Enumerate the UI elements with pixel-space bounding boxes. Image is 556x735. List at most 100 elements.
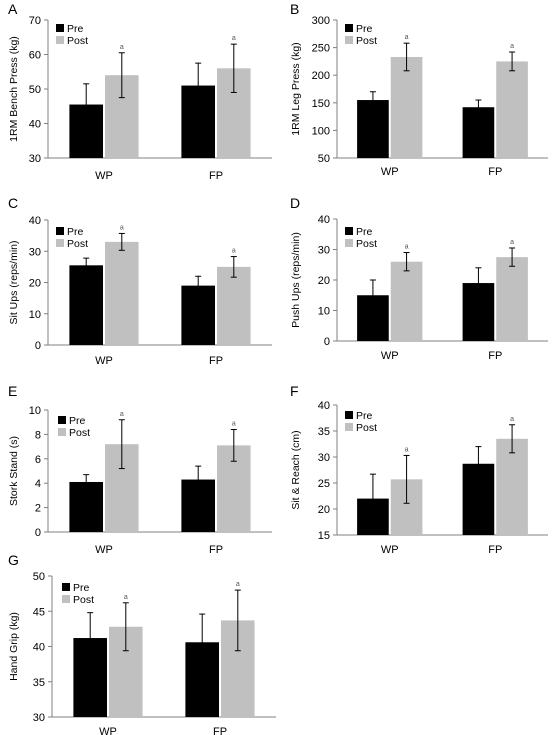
x-category-label: WP [381, 166, 399, 178]
y-tick-label: 25 [318, 478, 330, 490]
legend-swatch-post [58, 428, 66, 436]
bar-post-fp [217, 266, 251, 345]
legend-swatch-post [62, 595, 70, 603]
y-tick-label: 10 [318, 306, 330, 318]
y-tick-label: 20 [318, 275, 330, 287]
x-category-label: WP [95, 544, 113, 556]
y-axis-title: Sit Ups (reps/min) [8, 240, 20, 324]
error-bar [475, 446, 482, 482]
legend-swatch-pre [345, 411, 353, 419]
legend-label-pre: Pre [356, 410, 373, 422]
bar-post-wp [390, 56, 423, 158]
y-tick-label: 10 [29, 309, 41, 321]
error-bar [122, 602, 129, 652]
y-axis-title: Sit & Reach (cm) [290, 430, 302, 509]
significance-marker: a [510, 43, 514, 50]
y-tick-label: 30 [318, 245, 330, 257]
legend-swatch-pre [56, 24, 64, 32]
bar-post-fp [496, 438, 528, 535]
x-category-label: FP [488, 544, 502, 556]
y-tick-label: 30 [29, 153, 41, 165]
error-bar [369, 279, 376, 311]
error-bar [509, 247, 516, 267]
y-axis-title: 1RM Bench Press (kg) [8, 36, 20, 142]
legend-swatch-pre [58, 416, 66, 424]
chart-panel-f: F 15 20 25 30 35 40 Sit & Reach (cm) a WP a FP PrePo… [290, 383, 548, 556]
error-bar [83, 474, 90, 490]
x-category-label: WP [95, 170, 113, 182]
bar-pre-wp [357, 100, 389, 158]
error-bar [83, 257, 90, 273]
y-tick-label: 45 [33, 606, 45, 618]
significance-marker: a [120, 411, 124, 418]
y-tick-label: 2 [35, 503, 41, 515]
error-bar [195, 275, 202, 296]
error-bar [403, 454, 410, 504]
y-tick-label: 0 [35, 340, 41, 352]
significance-marker: a [405, 244, 409, 251]
panel-letter: A [8, 1, 18, 17]
chart-panel-d: D 0 10 20 30 40 Push Ups (reps/min) a WP a FP PrePo… [290, 195, 548, 362]
y-tick-label: 4 [35, 478, 41, 490]
y-tick-label: 35 [33, 677, 45, 689]
panel-letter: B [290, 1, 299, 17]
bar-post-fp [496, 61, 528, 158]
legend-label-post: Post [73, 594, 94, 606]
error-bar [87, 612, 94, 664]
significance-marker: a [232, 248, 236, 255]
error-bar [234, 589, 241, 652]
y-tick-label: 200 [312, 70, 330, 82]
y-tick-label: 35 [318, 426, 330, 438]
legend-label-pre: Pre [356, 226, 373, 238]
error-bar [475, 99, 482, 115]
y-tick-label: 40 [33, 642, 45, 654]
y-tick-label: 20 [318, 504, 330, 516]
significance-marker: a [405, 34, 409, 41]
y-tick-label: 40 [29, 215, 41, 227]
significance-marker: a [236, 581, 240, 588]
x-category-label: FP [488, 166, 502, 178]
legend-swatch-post [56, 36, 64, 44]
y-tick-label: 6 [35, 454, 41, 466]
bar-post-wp [390, 261, 423, 341]
significance-marker: a [232, 35, 236, 42]
y-tick-label: 40 [29, 119, 41, 131]
legend-label-post: Post [67, 238, 88, 250]
y-tick-label: 70 [29, 15, 41, 27]
legend-swatch-post [56, 239, 64, 247]
panel-letter: C [8, 195, 18, 211]
panel-letter: D [290, 195, 300, 211]
legend-label-pre: Pre [69, 415, 86, 427]
error-bar [195, 465, 202, 494]
error-bar [369, 91, 376, 109]
y-tick-label: 40 [318, 400, 330, 412]
bar-pre-wp [69, 481, 103, 532]
y-tick-label: 50 [33, 571, 45, 583]
y-tick-label: 0 [35, 527, 41, 539]
y-tick-label: 15 [318, 530, 330, 542]
legend-swatch-post [345, 423, 353, 431]
y-tick-label: 250 [312, 43, 330, 55]
error-bar [230, 429, 237, 462]
bar-post-fp [496, 257, 528, 341]
legend-label-pre: Pre [356, 23, 373, 35]
error-bar [199, 613, 206, 671]
chart-panel-b: B 50 100 150 200 250 300 1RM Leg Press (kg) a WP a… [290, 1, 548, 178]
panel-letter: F [290, 383, 299, 399]
y-tick-label: 40 [318, 214, 330, 226]
legend-label-pre: Pre [73, 582, 90, 594]
x-category-label: WP [95, 355, 113, 367]
error-bar [230, 43, 237, 93]
panel-letter: E [8, 383, 17, 399]
bar-pre-fp [181, 285, 215, 345]
significance-marker: a [120, 44, 124, 51]
legend-swatch-pre [345, 24, 353, 32]
panel-letter: G [8, 552, 19, 568]
bar-pre-fp [462, 107, 495, 158]
